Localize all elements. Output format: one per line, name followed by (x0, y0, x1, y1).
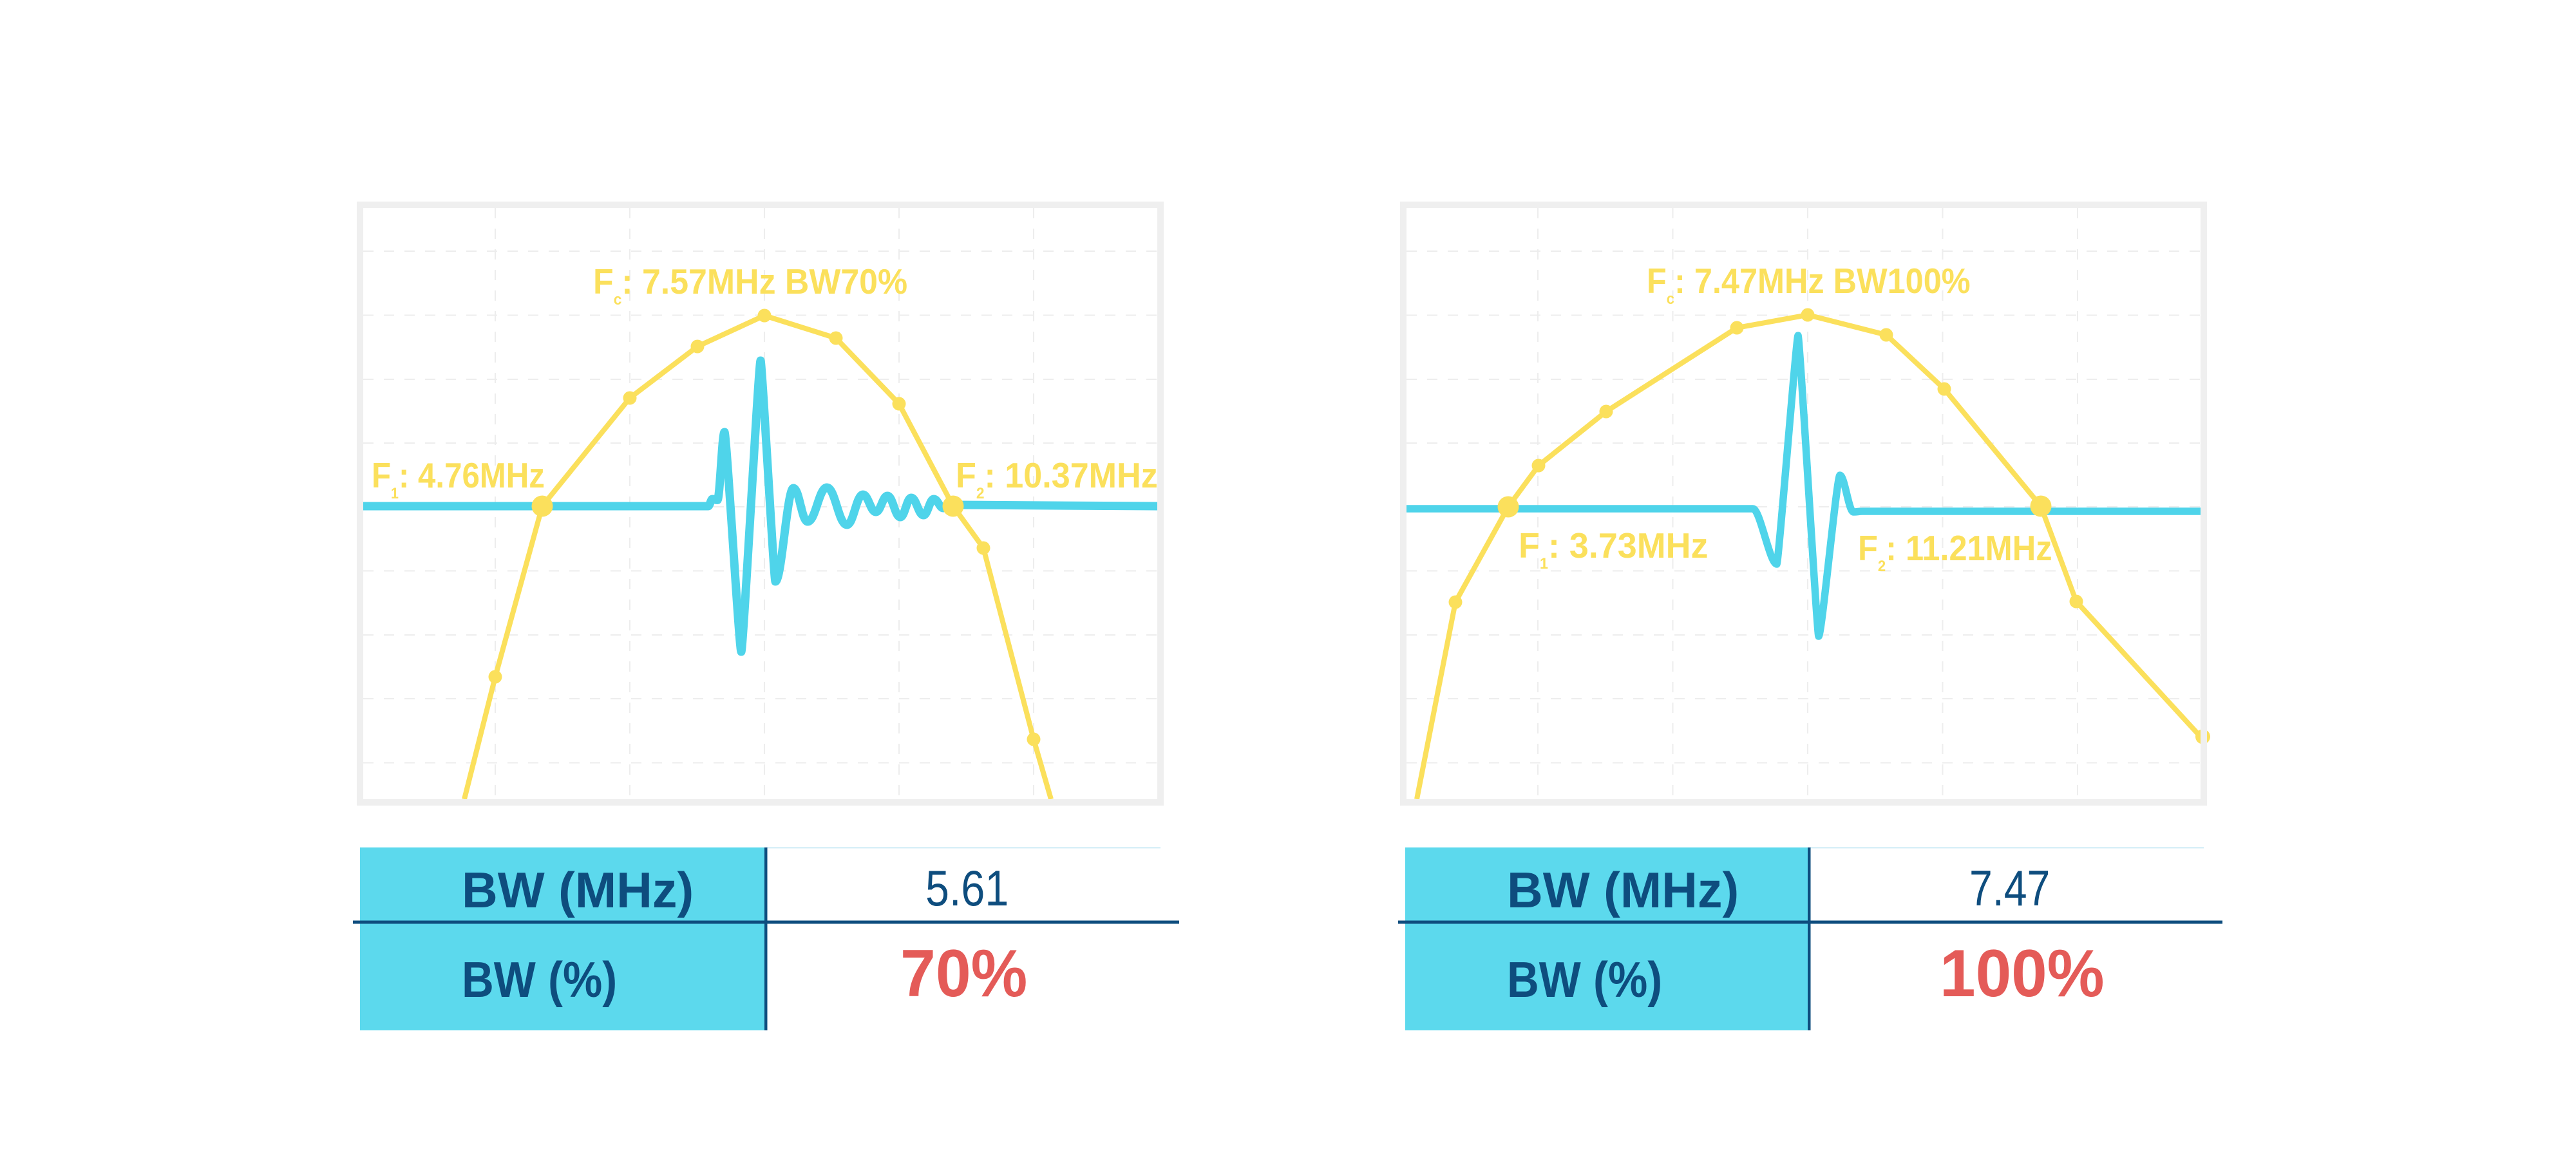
svg-text:100%: 100% (1940, 936, 2105, 1010)
svg-text:70%: 70% (900, 936, 1027, 1011)
svg-text:Fc: 7.47MHz BW100%: Fc: 7.47MHz BW100% (1647, 261, 1971, 307)
svg-text:7.47: 7.47 (1969, 860, 2050, 916)
svg-text:5.61: 5.61 (925, 860, 1009, 916)
svg-text:BW (%): BW (%) (462, 951, 617, 1008)
svg-text:BW (MHz): BW (MHz) (1507, 863, 1739, 918)
svg-text:Fc: 7.57MHz BW70%: Fc: 7.57MHz BW70% (593, 263, 907, 308)
svg-text:F1: 4.76MHz: F1: 4.76MHz (372, 457, 545, 502)
svg-text:F1: 3.73MHz: F1: 3.73MHz (1519, 525, 1708, 572)
svg-text:F2: 11.21MHz: F2: 11.21MHz (1858, 529, 2052, 574)
svg-text:BW (%): BW (%) (1507, 951, 1662, 1008)
svg-text:F2: 10.37MHz: F2: 10.37MHz (956, 457, 1158, 502)
svg-text:BW (MHz): BW (MHz) (462, 863, 694, 918)
